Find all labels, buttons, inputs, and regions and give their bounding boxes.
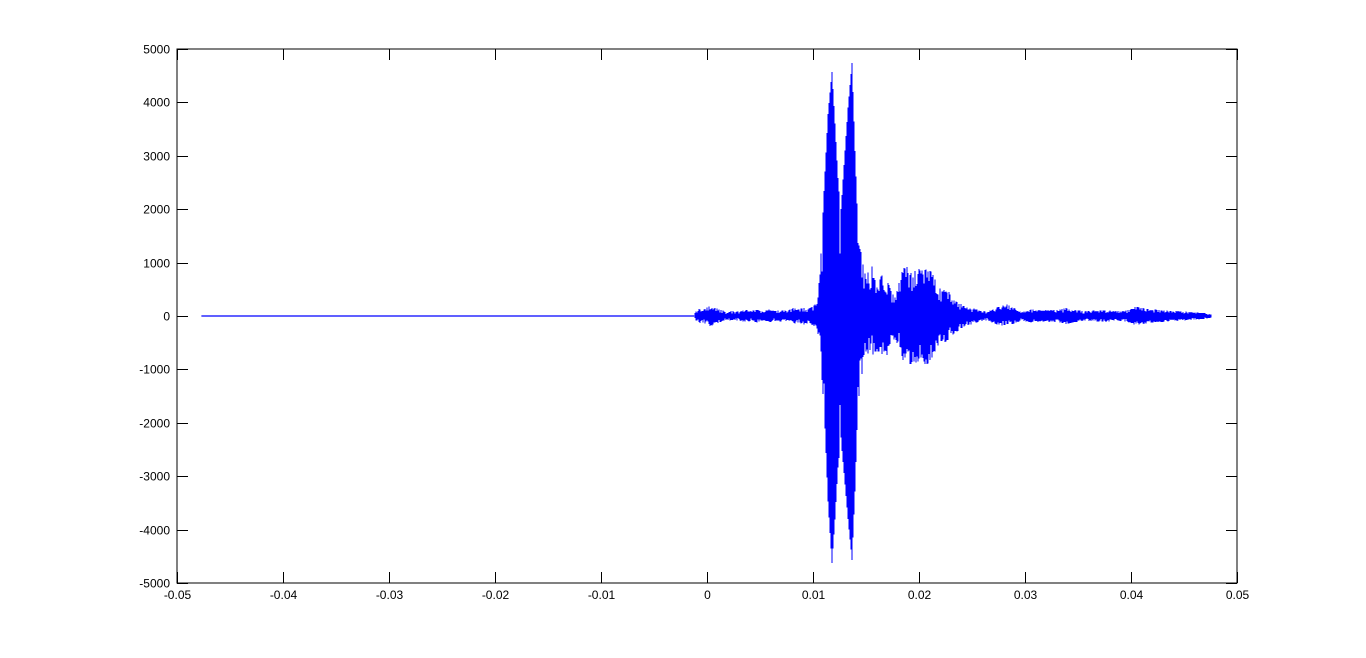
x-tick-label: -0.04	[270, 588, 298, 602]
y-tick-label: 1000	[143, 257, 170, 271]
y-tick-label: 5000	[143, 43, 170, 57]
x-tick-label: 0	[704, 588, 711, 602]
x-tick-label: 0.02	[908, 588, 932, 602]
waveform-path	[694, 62, 1212, 563]
x-axis: -0.05 -0.04 -0.03 -0.02 -0.01 0 0.01 0.02 0.03 0.…	[164, 49, 1250, 602]
y-tick-label: 4000	[143, 96, 170, 110]
y-tick-label: -3000	[139, 470, 170, 484]
x-tick-label: 0.04	[1120, 588, 1144, 602]
waveform-series	[201, 62, 1212, 563]
y-tick-label: -4000	[139, 524, 170, 538]
y-tick-label: 2000	[143, 203, 170, 217]
y-tick-label: -1000	[139, 363, 170, 377]
y-tick-label: 3000	[143, 150, 170, 164]
x-tick-label: 0.01	[802, 588, 826, 602]
x-tick-label: 0.03	[1014, 588, 1038, 602]
x-tick-label: 0.05	[1226, 588, 1250, 602]
y-tick-label: -2000	[139, 417, 170, 431]
y-tick-label: -5000	[139, 577, 170, 591]
y-tick-label: 0	[163, 310, 170, 324]
x-tick-label: -0.03	[376, 588, 404, 602]
x-tick-label: -0.05	[164, 588, 192, 602]
x-tick-label: -0.02	[482, 588, 510, 602]
x-tick-label: -0.01	[588, 588, 616, 602]
y-axis: -5000 -4000 -3000 -2000 -1000 0 1000 2000 3000 40…	[139, 43, 1237, 591]
